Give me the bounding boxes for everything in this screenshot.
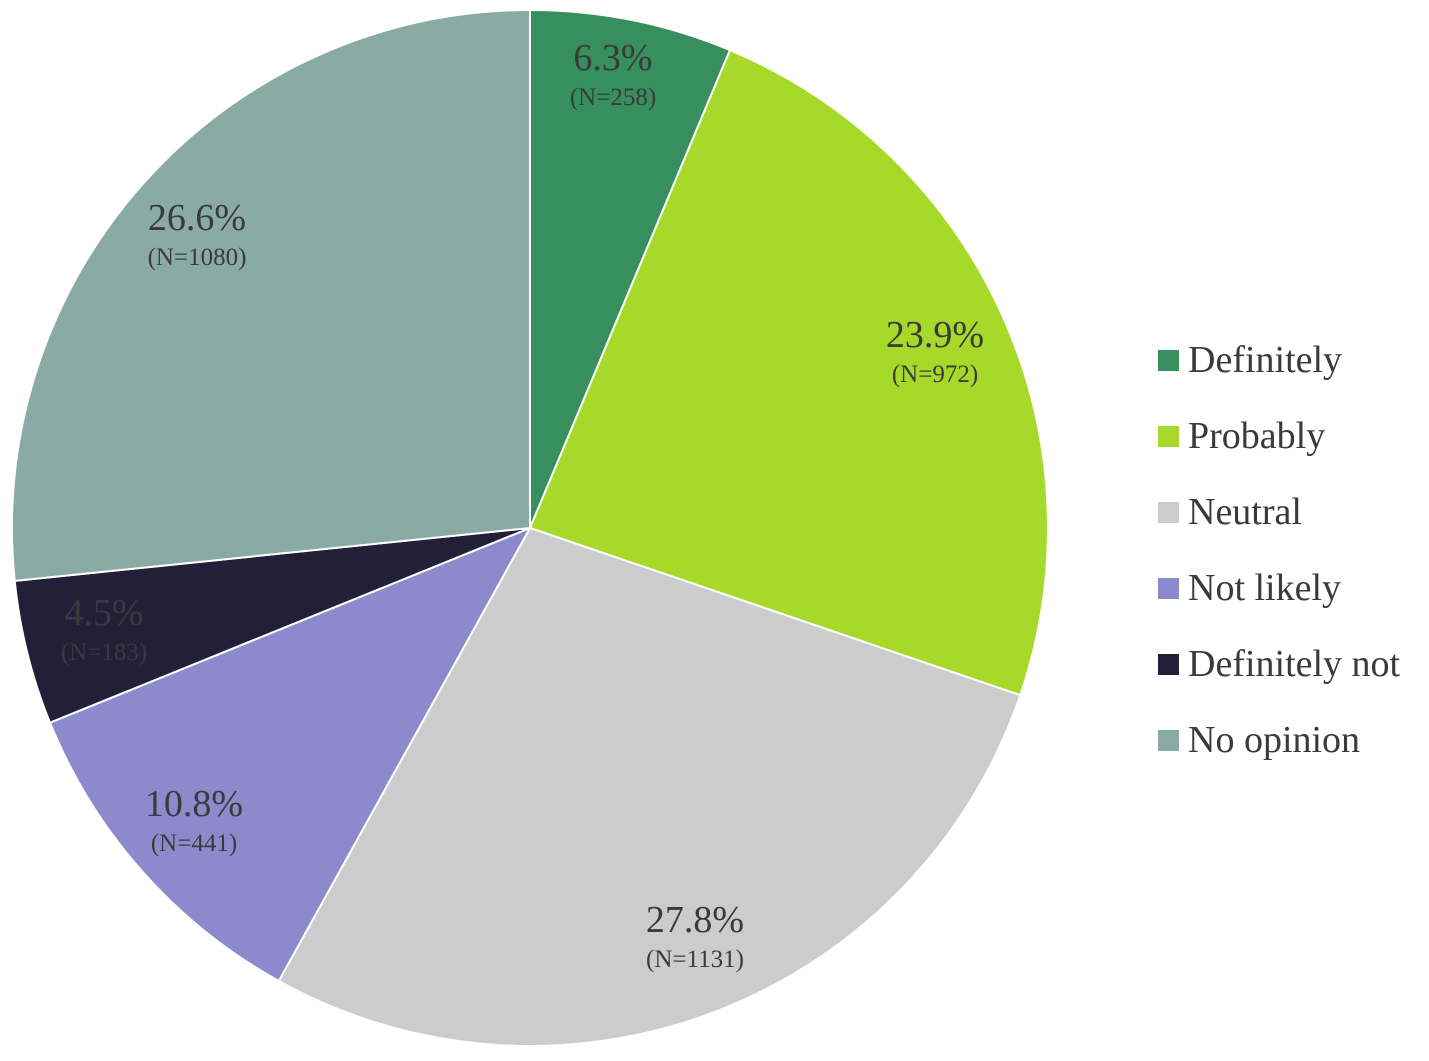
legend-item: Probably xyxy=(1158,398,1426,474)
pie-slice-probably xyxy=(528,48,1049,697)
legend-item: No opinion xyxy=(1158,702,1426,778)
legend-label: Definitely xyxy=(1188,339,1343,381)
legend-swatch xyxy=(1158,349,1179,371)
legend-item: Definitely xyxy=(1158,322,1426,398)
legend-label: Definitely not xyxy=(1188,643,1401,685)
pie-slices xyxy=(11,8,1049,1047)
slice-count-label: (N=258) xyxy=(570,84,656,111)
slice-percent-label: 23.9% xyxy=(886,314,984,356)
slice-percent-label: 6.3% xyxy=(573,37,652,79)
slice-labels: 6.3% (N=258) 23.9% (N=972) 27.8% (N=1131) 10.8… xyxy=(61,37,984,973)
legend-item: Definitely not xyxy=(1158,626,1426,702)
legend-swatch xyxy=(1158,577,1179,599)
legend-label: No opinion xyxy=(1188,719,1361,761)
legend-swatch xyxy=(1158,653,1179,675)
slice-percent-label: 27.8% xyxy=(646,899,744,941)
legend-label: Not likely xyxy=(1188,567,1342,609)
pie-slice-definitely xyxy=(529,8,732,529)
slice-count-label: (N=1131) xyxy=(646,946,744,973)
chart-legend: Definitely Probably Neutral Not likely Defin… xyxy=(1158,322,1426,778)
legend-label: Probably xyxy=(1188,415,1326,457)
legend-swatch xyxy=(1158,501,1179,523)
legend-item: Neutral xyxy=(1158,474,1426,550)
legend-item: Not likely xyxy=(1158,550,1426,626)
slice-percent-label: 10.8% xyxy=(145,783,243,825)
pie-slice-no-opinion xyxy=(11,8,531,582)
legend-swatch xyxy=(1158,729,1179,751)
slice-count-label: (N=972) xyxy=(892,361,978,388)
slice-percent-label: 4.5% xyxy=(64,592,143,634)
slice-count-label: (N=183) xyxy=(61,639,147,666)
slice-count-label: (N=441) xyxy=(151,830,237,857)
slice-count-label: (N=1080) xyxy=(148,244,247,271)
legend-label: Neutral xyxy=(1188,491,1302,533)
pie-slice-neutral xyxy=(277,526,1022,1047)
slice-percent-label: 26.6% xyxy=(148,197,246,239)
pie-slice-not-likely xyxy=(48,526,533,983)
legend-swatch xyxy=(1158,425,1179,447)
